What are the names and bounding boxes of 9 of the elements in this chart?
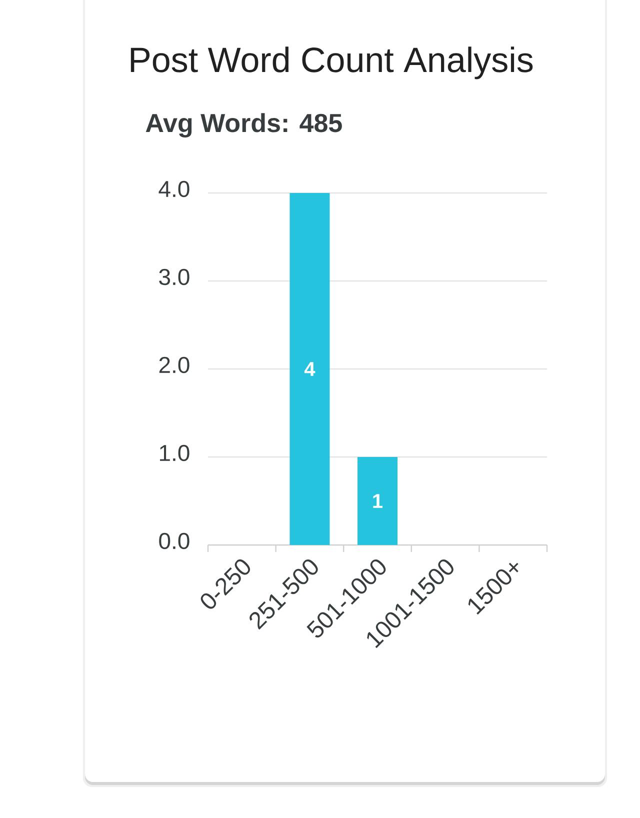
y-tick-label: 4.0 xyxy=(158,180,190,198)
chart-title: Post Word Count Analysis xyxy=(130,46,533,80)
chart-subtitle: Avg Words: 485 xyxy=(146,113,342,138)
y-tick-label: 3.0 xyxy=(159,268,190,286)
data-label: 4 xyxy=(304,362,316,376)
data-label: 1 xyxy=(373,494,383,508)
y-tick-label: 1.0 xyxy=(160,444,190,462)
y-tick-label: 0.0 xyxy=(159,532,190,550)
y-tick-label: 2.0 xyxy=(159,356,190,374)
